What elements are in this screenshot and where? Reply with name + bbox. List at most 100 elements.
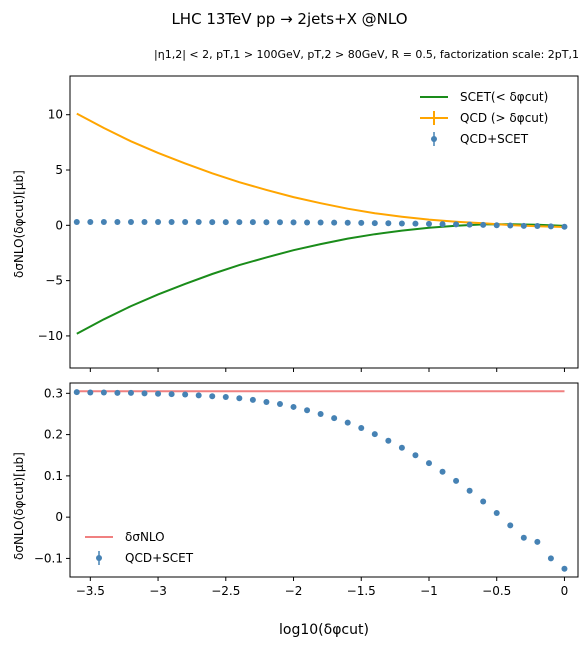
top-series-qcd-scet-point: [493, 222, 500, 229]
top-series-qcd-scet-point: [73, 218, 80, 225]
top-series-qcd-scet-point: [412, 220, 419, 227]
top-series-qcd-scet-point: [127, 218, 134, 225]
top-ytick-label: −5: [45, 274, 63, 288]
top-series-qcd-scet-point: [507, 222, 514, 229]
top-series-qcd-scet-point: [182, 219, 189, 226]
bottom-series-qcd-scet-point: [425, 460, 432, 467]
top-series-qcd-scet-point: [222, 219, 229, 226]
top-legend-swatch-point: [431, 136, 437, 142]
top-series-qcd-scet-point: [155, 219, 162, 226]
bottom-ytick-label: −0.1: [34, 551, 63, 565]
top-series-qcd-scet-point: [249, 219, 256, 226]
bottom-series-qcd-scet-point: [331, 415, 338, 422]
top-series-qcd-scet-point: [466, 221, 473, 228]
bottom-series-qcd-scet-point: [493, 510, 500, 517]
bottom-series-qcd-scet-point: [412, 452, 419, 459]
top-series-qcd-scet-point: [276, 219, 283, 226]
top-series-qcd-scet-point: [317, 219, 324, 226]
top-series-qcd-scet-point: [304, 219, 311, 226]
bottom-series-qcd-scet-point: [182, 391, 189, 398]
bottom-series-qcd-scet-point: [453, 477, 460, 484]
top-series-qcd-scet-point: [520, 222, 527, 229]
top-ylabel: δσNLO(δφcut)[μb]: [12, 170, 26, 278]
bottom-series-qcd-scet-point: [114, 389, 121, 396]
bottom-xtick-label: −0.5: [482, 584, 511, 598]
bottom-series-qcd-scet-point: [385, 437, 392, 444]
top-series-qcd-scet-point: [398, 220, 405, 227]
bottom-series-qcd-scet-point: [222, 394, 229, 401]
bottom-series-qcd-scet-point: [547, 555, 554, 562]
bottom-series-qcd-scet-point: [304, 407, 311, 414]
x-axis-label: log10(δφcut): [279, 622, 369, 638]
bottom-series-qcd-scet-point: [73, 389, 80, 396]
bottom-series-qcd-scet-point: [209, 393, 216, 400]
bottom-series-qcd-scet-point: [236, 395, 243, 402]
top-series-qcd-scet-point: [344, 219, 351, 226]
bottom-series-qcd-scet-point: [100, 389, 107, 396]
bottom-series-qcd-scet-point: [507, 522, 514, 529]
bottom-ytick-label: 0.2: [44, 428, 63, 442]
bottom-xtick-label: −2.5: [211, 584, 240, 598]
bottom-series-qcd-scet-point: [344, 419, 351, 426]
top-ytick-label: −10: [38, 329, 63, 343]
figure-subtitle: |η1,2| < 2, pT,1 > 100GeV, pT,2 > 80GeV,…: [154, 48, 579, 61]
bottom-series-qcd-scet-point: [371, 431, 378, 438]
top-series-qcd-scet-point: [453, 221, 460, 228]
bottom-axes-frame: [69, 382, 579, 578]
top-series-qcd-cut-line: [76, 112, 565, 228]
bottom-series-qcd-scet-point: [141, 390, 148, 397]
bottom-ytick-label: 0.1: [44, 469, 63, 483]
bottom-xtick-label: −3.5: [76, 584, 105, 598]
bottom-series-qcd-scet-point: [276, 401, 283, 408]
top-legend-label: QCD+SCET: [460, 132, 529, 146]
bottom-series-qcd-scet-point: [317, 410, 324, 417]
top-series-qcd-scet-point: [141, 219, 148, 225]
top-ytick-label: 0: [55, 218, 63, 232]
top-series-qcd-scet-point: [331, 219, 338, 226]
top-series-qcd-scet-point: [561, 223, 568, 230]
bottom-series-qcd-scet-point: [290, 403, 297, 410]
bottom-xtick-label: −2: [285, 584, 303, 598]
top-legend-label: SCET(< δφcut): [460, 90, 548, 104]
top-series-qcd-scet-point: [168, 219, 175, 226]
top-series-qcd-scet-point: [385, 220, 392, 227]
bottom-series-qcd-scet-point: [520, 534, 527, 541]
bottom-ytick-label: 0: [55, 510, 63, 524]
top-series-qcd-scet-point: [547, 223, 554, 230]
top-series-qcd-scet-point: [209, 219, 216, 226]
top-legend-label: QCD (> δφcut): [460, 111, 548, 125]
top-ytick-label: 10: [48, 108, 63, 122]
bottom-legend-label: δσNLO: [125, 530, 165, 544]
bottom-legend-label: QCD+SCET: [125, 551, 194, 565]
top-series-qcd-scet-point: [263, 219, 270, 226]
top-series-qcd-scet-point: [480, 221, 487, 228]
top-series-qcd-scet-point: [425, 220, 432, 227]
top-series-qcd-scet-point: [439, 221, 446, 228]
top-series-qcd-scet-point: [114, 218, 121, 225]
bottom-series-qcd-scet-point: [249, 396, 256, 403]
top-series-qcd-scet-point: [534, 222, 541, 229]
bottom-xtick-label: 0: [561, 584, 569, 598]
top-series-qcd-scet-point: [195, 219, 202, 226]
bottom-xtick-label: −1.5: [347, 584, 376, 598]
bottom-ylabel: δσNLO(δφcut)[μb]: [12, 452, 26, 560]
bottom-series-qcd-scet-point: [155, 390, 162, 397]
bottom-series-qcd-scet-point: [87, 389, 94, 396]
bottom-series-qcd-scet-point: [561, 565, 568, 572]
bottom-series-qcd-scet-point: [534, 538, 541, 545]
bottom-series-qcd-scet-point: [480, 498, 487, 505]
bottom-legend-swatch-point: [96, 555, 102, 561]
top-axes-frame: [69, 75, 579, 369]
top-series-qcd-scet-point: [87, 218, 94, 225]
top-ytick-label: 5: [55, 163, 63, 177]
bottom-series-qcd-scet-point: [398, 444, 405, 451]
bottom-series-qcd-scet-point: [168, 391, 175, 398]
bottom-series-qcd-scet-point: [195, 392, 202, 399]
bottom-series-qcd-scet-point: [127, 389, 134, 396]
top-series-scet-cut-line: [76, 223, 565, 335]
bottom-series-qcd-scet-point: [263, 398, 270, 405]
figure-title: LHC 13TeV pp → 2jets+X @NLO: [171, 10, 408, 28]
top-series-qcd-scet-point: [371, 220, 378, 227]
top-series-qcd-scet-point: [290, 219, 297, 226]
